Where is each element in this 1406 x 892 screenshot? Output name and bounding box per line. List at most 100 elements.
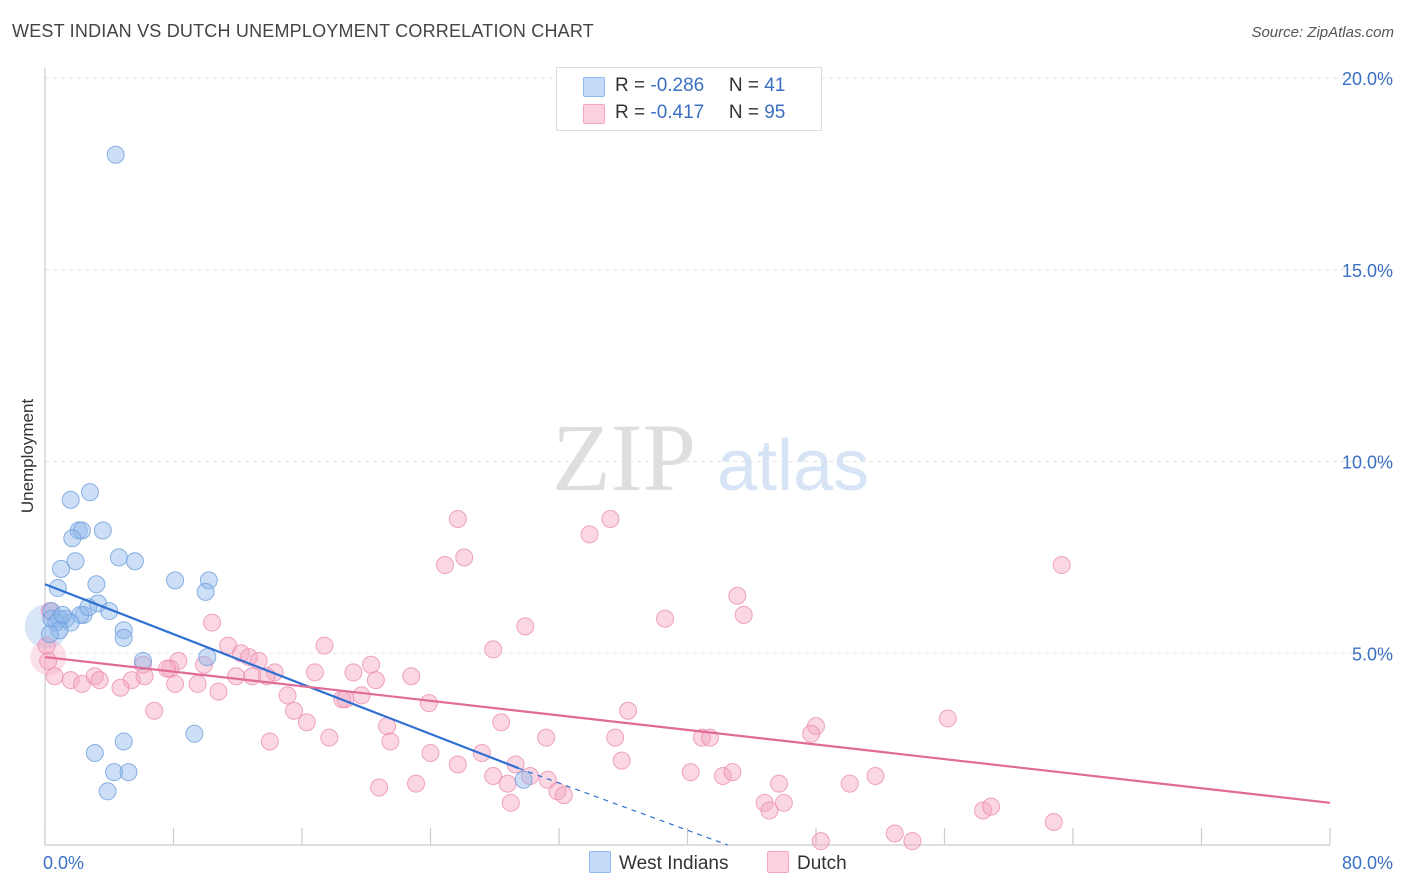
series-swatch-west-indians: [589, 851, 611, 873]
data-point-dutch: [774, 793, 793, 812]
trend-lines: [44, 583, 1331, 846]
data-point-west-indians: [105, 763, 124, 782]
data-point-dutch: [421, 743, 440, 762]
data-point-dutch: [723, 763, 742, 782]
data-point-dutch: [315, 636, 334, 655]
data-point-dutch: [498, 774, 517, 793]
data-point-dutch: [284, 701, 303, 720]
data-point-dutch: [344, 663, 363, 682]
data-point-west-indians: [106, 145, 125, 164]
data-point-dutch: [516, 617, 535, 636]
data-points: [24, 145, 1071, 851]
data-point-dutch: [580, 525, 599, 544]
legend-r-label: R =: [615, 75, 651, 96]
data-point-dutch: [188, 674, 207, 693]
data-point-west-indians: [40, 625, 59, 644]
y-tick-label: 10.0%: [1342, 453, 1393, 473]
trend-line-west-indians: [44, 583, 520, 770]
data-point-west-indians: [63, 529, 82, 548]
data-point-dutch: [37, 636, 56, 655]
chart-title: WEST INDIAN VS DUTCH UNEMPLOYMENT CORREL…: [12, 21, 594, 41]
data-point-dutch: [734, 605, 753, 624]
data-point-west-indians: [114, 621, 133, 640]
data-point-dutch: [537, 728, 556, 747]
data-point-dutch: [227, 667, 246, 686]
data-point-west-indians: [166, 571, 185, 590]
data-point-dutch: [320, 728, 339, 747]
data-point-dutch: [407, 774, 426, 793]
data-point-dutch: [501, 793, 520, 812]
data-point-west-indians: [125, 552, 144, 571]
data-point-west-indians: [196, 582, 215, 601]
data-point-dutch: [402, 667, 421, 686]
data-point-west-indians: [50, 621, 69, 640]
data-point-west-indians: [85, 743, 104, 762]
y-tick-label: 20.0%: [1342, 69, 1393, 89]
data-point-west-indians: [72, 521, 91, 540]
data-point-dutch: [135, 667, 154, 686]
watermark-atlas: atlas: [717, 426, 869, 506]
data-point-dutch: [811, 832, 830, 851]
data-point-dutch: [612, 751, 631, 770]
grid-lines: [45, 77, 1392, 654]
data-point-west-indians: [199, 571, 218, 590]
legend-n-label: N =: [728, 75, 765, 96]
data-point-dutch: [366, 671, 385, 690]
data-point-dutch: [840, 774, 859, 793]
data-point-dutch: [455, 548, 474, 567]
data-point-dutch: [538, 770, 557, 789]
data-point-dutch: [305, 663, 324, 682]
data-point-dutch: [145, 701, 164, 720]
data-point-dutch: [203, 613, 222, 632]
data-point-dutch: [448, 755, 467, 774]
series-label-west-indians: West Indians: [619, 853, 729, 874]
data-point-dutch: [484, 640, 503, 659]
series-legend-dutch: Dutch: [767, 851, 847, 875]
data-point-dutch: [448, 510, 467, 529]
data-point-west-indians: [119, 763, 138, 782]
legend-n-value: 41: [764, 75, 786, 96]
legend-n-label: N =: [728, 102, 765, 123]
data-point-dutch: [278, 686, 297, 705]
data-point-dutch: [45, 667, 64, 686]
data-point-dutch: [72, 674, 91, 693]
series-swatch-dutch: [767, 851, 789, 873]
data-point-dutch: [554, 786, 573, 805]
data-point-dutch: [619, 701, 638, 720]
data-point-west-indians: [133, 651, 152, 670]
axes: [44, 68, 1331, 846]
legend-swatch-dutch: [583, 104, 605, 124]
data-point-west-indians: [66, 552, 85, 571]
series-legend-west-indians: West Indians: [589, 851, 728, 875]
data-point-dutch: [260, 732, 279, 751]
data-point-west-indians: [198, 648, 217, 667]
legend-swatch-west-indians: [583, 77, 605, 97]
data-point-west-indians: [52, 559, 71, 578]
data-point-dutch: [166, 674, 185, 693]
data-point-dutch: [606, 728, 625, 747]
data-point-dutch: [370, 778, 389, 797]
data-point-dutch: [435, 556, 454, 575]
tick-labels: 5.0% 10.0% 15.0% 20.0% 0.0% 80.0%: [43, 69, 1393, 873]
data-point-west-indians: [185, 724, 204, 743]
legend-row-west-indians: R = -0.286 N = 41: [615, 75, 785, 97]
data-point-dutch: [681, 763, 700, 782]
legend-r-value: -0.286: [650, 75, 705, 96]
data-point-dutch: [601, 510, 620, 529]
data-point-dutch: [39, 651, 58, 670]
data-point-dutch: [158, 659, 177, 678]
data-point-west-indians: [53, 605, 72, 624]
data-point-dutch: [209, 682, 228, 701]
data-point-dutch: [728, 586, 747, 605]
data-point-west-indians: [114, 628, 133, 647]
data-point-dutch: [770, 774, 789, 793]
data-point-dutch: [492, 713, 511, 732]
trend-line-dutch: [44, 655, 1331, 804]
data-point-dutch: [982, 797, 1001, 816]
source-label: Source: ZipAtlas.com: [1251, 24, 1394, 41]
data-point-west-indians: [93, 521, 112, 540]
watermark: ZIP atlas: [552, 404, 869, 511]
data-point-dutch: [656, 609, 675, 628]
data-point-dutch: [760, 801, 779, 820]
